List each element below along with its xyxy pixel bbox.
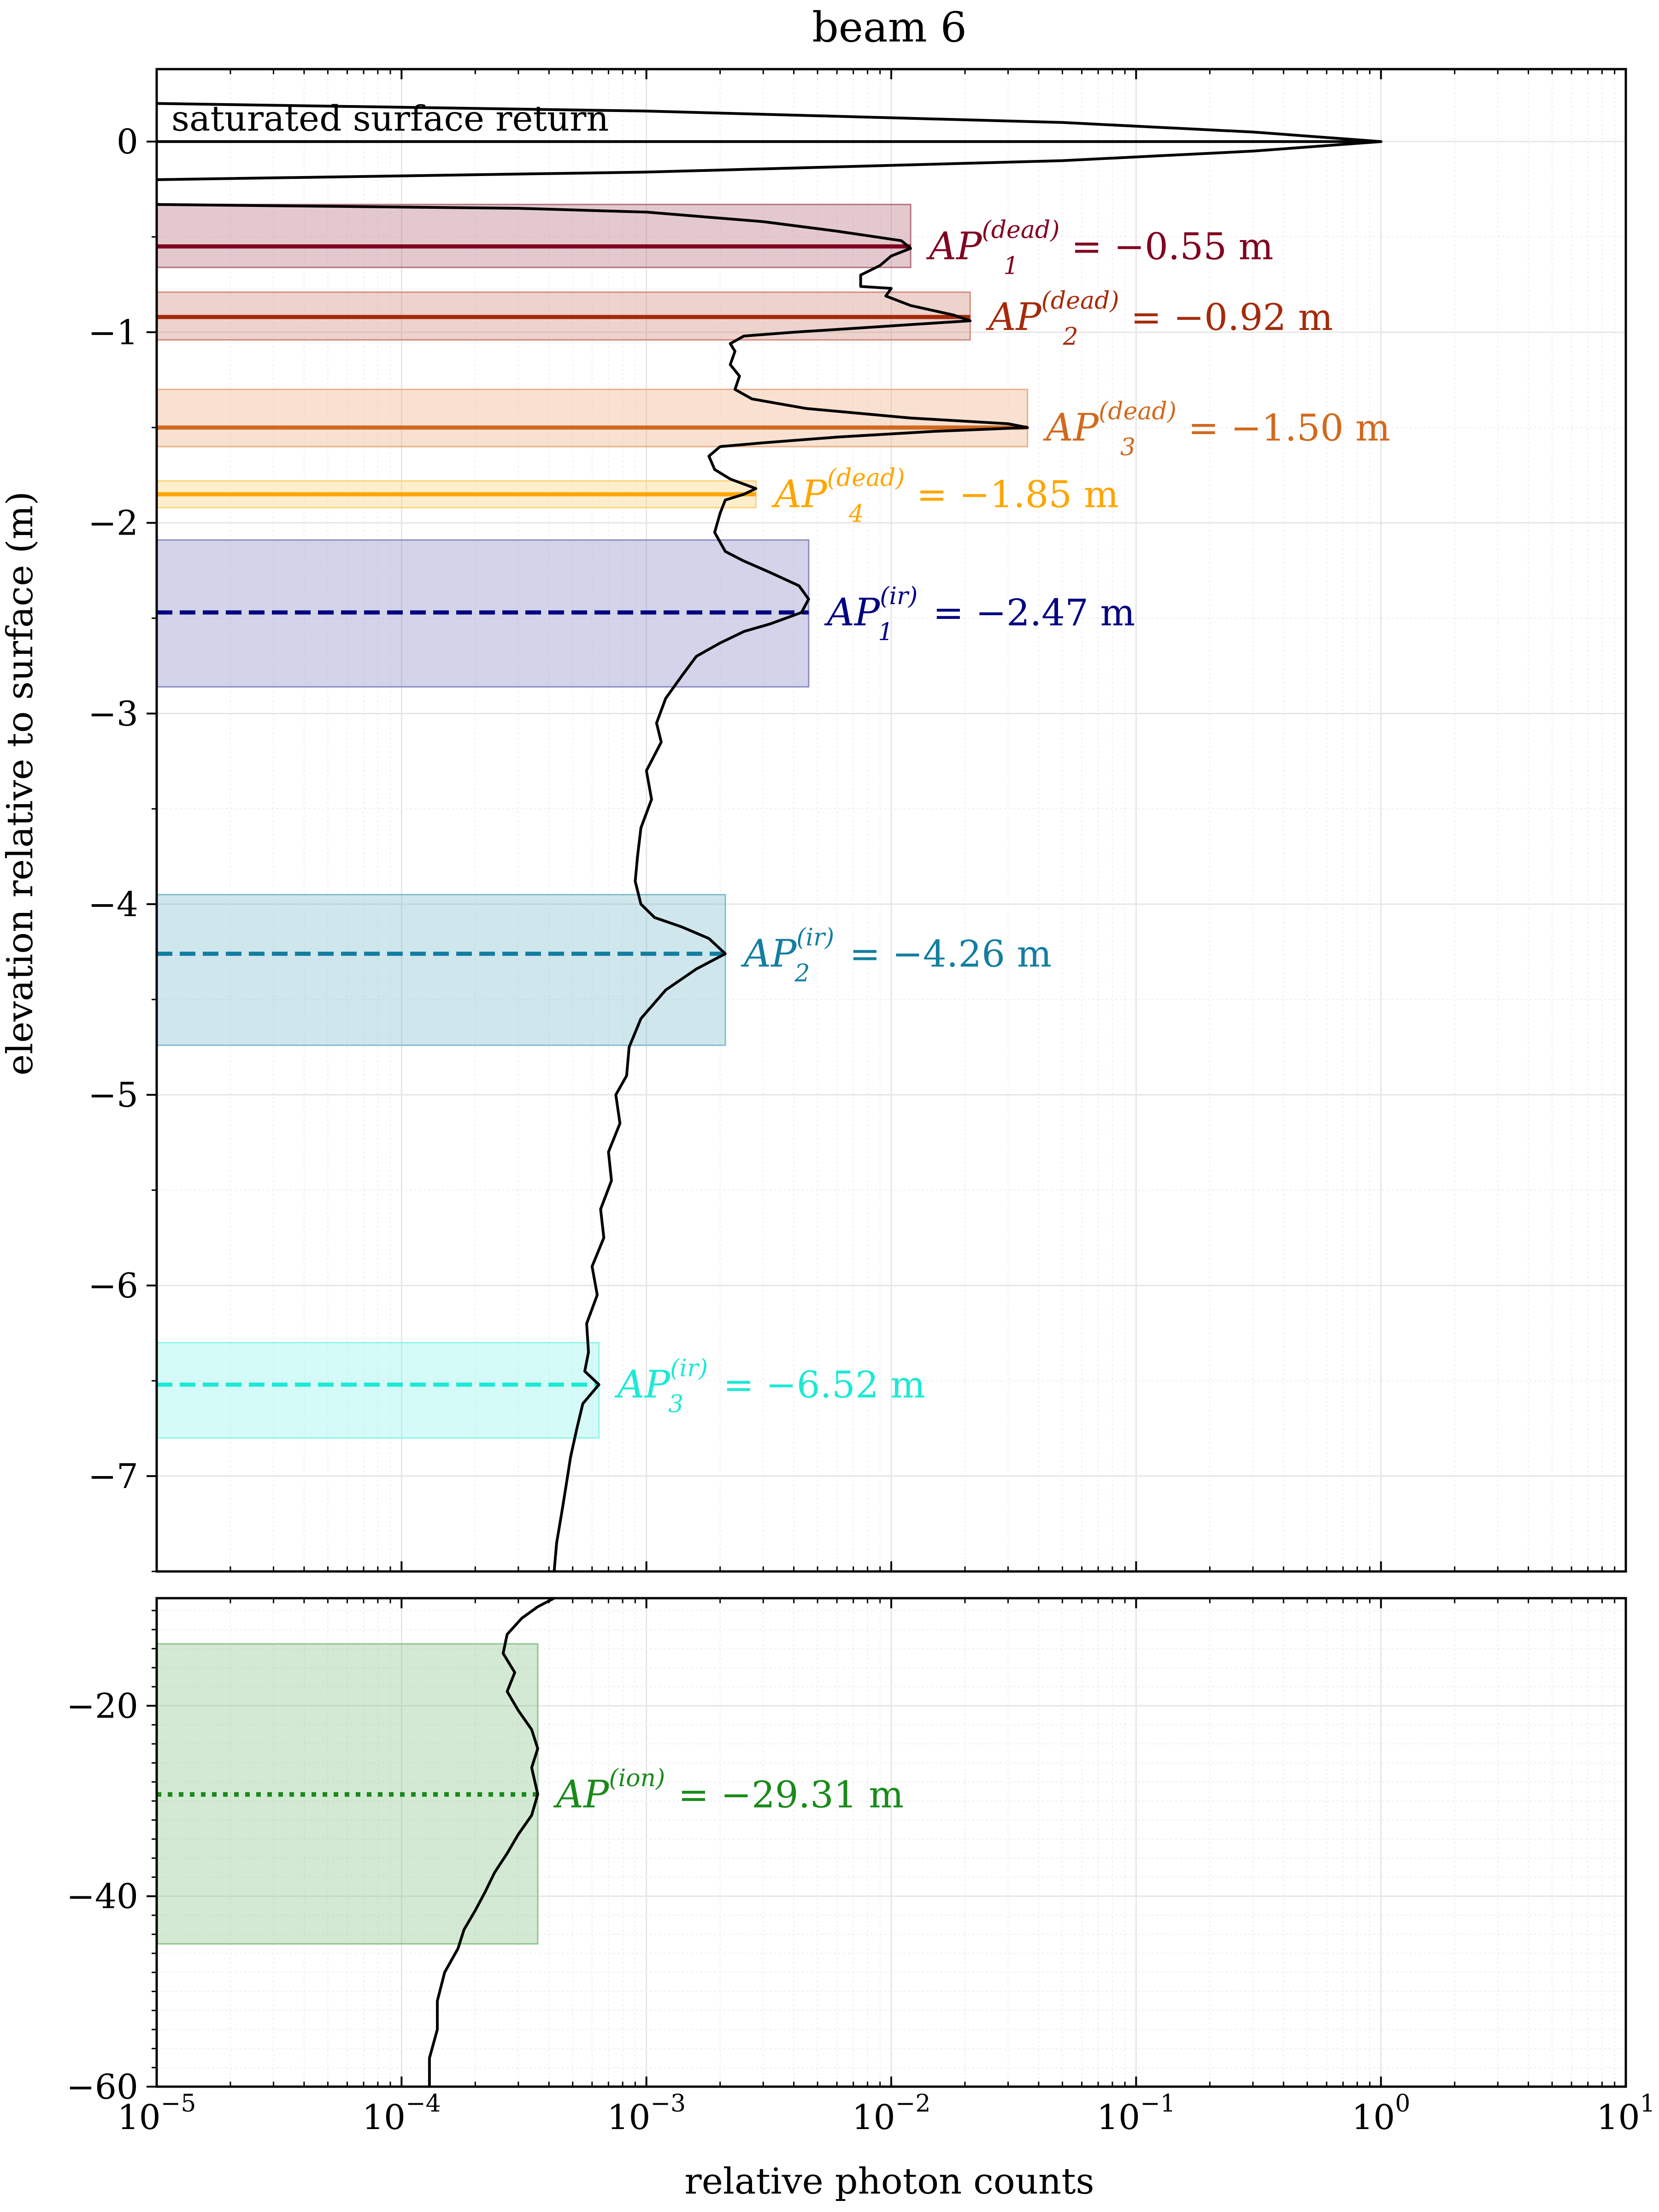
afterpulse-band <box>157 388 1029 447</box>
afterpulse-label-sup: (dead) <box>982 217 1059 244</box>
afterpulse-label-value: = −0.55 m <box>1071 225 1274 268</box>
afterpulse-label: AP(ion) = −29.31 m <box>553 1765 904 1817</box>
x-tick-exponent: 1 <box>1640 2090 1655 2118</box>
afterpulse-group <box>157 1643 539 1945</box>
surface-return-label: saturated surface return <box>171 98 609 139</box>
y-ticks: −20 −40 −60 <box>66 1610 157 2107</box>
x-axis: 10−5 10−4 10−3 10−2 10−1 100 101 <box>118 2090 1655 2137</box>
x-tick-label: 100 <box>1352 2090 1410 2137</box>
profile-group <box>428 1598 555 2087</box>
grid-group <box>157 1598 1626 2087</box>
x-tick-label: 10−1 <box>1097 2090 1176 2137</box>
afterpulse-label-name: AP <box>1043 406 1100 450</box>
chart-title: beam 6 <box>812 3 967 52</box>
x-tick-mantissa: 10 <box>1097 2098 1140 2137</box>
afterpulse-label: AP(dead) 3 = −1.50 m <box>1043 398 1390 461</box>
x-tick-exponent: −2 <box>895 2090 931 2118</box>
afterpulse-label-sub: 3 <box>668 1391 683 1418</box>
y-tick-label: −6 <box>88 1266 138 1306</box>
x-tick-mantissa: 10 <box>1596 2098 1640 2137</box>
x-tick-exponent: 0 <box>1395 2090 1410 2118</box>
grid-group <box>157 69 1626 1571</box>
afterpulse-label-sub: 2 <box>794 960 810 988</box>
x-tick-mantissa: 10 <box>118 2098 161 2137</box>
afterpulse-label: AP(dead) 1 = −0.55 m <box>926 217 1273 280</box>
y-tick-label: 0 <box>117 122 138 162</box>
y-tick-label: −5 <box>88 1076 138 1115</box>
afterpulse-label: AP(ir) 1 = −2.47 m <box>824 582 1135 646</box>
afterpulse-label-name: AP <box>614 1363 671 1407</box>
afterpulse-band <box>157 894 726 1046</box>
x-tick-label: 10−4 <box>362 2090 441 2137</box>
afterpulse-label-name: AP <box>985 295 1042 339</box>
afterpulse-label-value: = −4.26 m <box>849 933 1052 976</box>
afterpulse-label-value: = −2.47 m <box>933 591 1135 634</box>
y-tick-label: −7 <box>88 1457 138 1496</box>
afterpulse-label-sup: (dead) <box>1099 398 1177 425</box>
x-tick-mantissa: 10 <box>362 2098 406 2137</box>
afterpulse-label-sup: (dead) <box>1041 287 1119 315</box>
afterpulse-label-sub: 4 <box>848 500 864 528</box>
y-ticks: 0 −1 −2 −3 −4 −5 −6 −7 <box>88 122 157 1572</box>
afterpulse-band <box>157 204 912 268</box>
x-tick-exponent: −1 <box>1140 2090 1176 2118</box>
afterpulse-label: AP(ir) 3 = −6.52 m <box>614 1355 925 1418</box>
afterpulse-label-value: = −1.85 m <box>917 473 1119 516</box>
y-tick-label: −4 <box>88 885 138 924</box>
x-tick-mantissa: 10 <box>852 2098 895 2137</box>
x-tick-mantissa: 10 <box>607 2098 650 2137</box>
afterpulse-band <box>157 1342 600 1439</box>
y-tick-label: −60 <box>66 2067 138 2107</box>
y-axis-label: elevation relative to surface (m) <box>0 491 41 1076</box>
x-tick-exponent: −4 <box>406 2090 441 2118</box>
afterpulse-label-sup: (ion) <box>609 1765 665 1792</box>
afterpulse-label-name: AP <box>741 932 797 976</box>
afterpulse-label-value: = −6.52 m <box>723 1364 925 1406</box>
afterpulse-label: AP(dead) 4 = −1.85 m <box>771 465 1118 528</box>
panel-frame <box>155 1597 1627 2088</box>
x-tick-exponent: −5 <box>161 2090 196 2118</box>
afterpulse-label-sub: 2 <box>1063 323 1078 351</box>
x-tick-label: 10−2 <box>852 2090 931 2137</box>
x-tick-exponent: −3 <box>650 2090 686 2118</box>
afterpulse-label-name: AP <box>824 591 881 635</box>
x-tick-label: 10−5 <box>118 2090 196 2137</box>
afterpulse-label-sub: 3 <box>1120 434 1135 461</box>
profile-line <box>428 1598 555 2087</box>
x-tick-label: 101 <box>1596 2090 1655 2137</box>
lower-panel: AP(ion) = −29.31 m −20 −40 −60 <box>66 1597 1627 2107</box>
afterpulse-label-value: = −29.31 m <box>678 1773 904 1816</box>
afterpulse-label-sup: (ir) <box>670 1355 708 1382</box>
x-axis-label: relative photon counts <box>684 2161 1094 2202</box>
afterpulse-label-value: = −0.92 m <box>1131 296 1333 339</box>
y-tick-label: −2 <box>88 504 138 543</box>
afterpulse-label-sup: (ir) <box>796 924 834 952</box>
afterpulse-label-value: = −1.50 m <box>1188 406 1390 449</box>
y-tick-label: −20 <box>66 1686 138 1726</box>
y-tick-label: −3 <box>88 694 138 734</box>
afterpulse-label: AP(dead) 2 = −0.92 m <box>985 287 1333 351</box>
afterpulse-label-sub: 1 <box>878 618 893 646</box>
afterpulse-group <box>157 204 1029 1439</box>
profile-group <box>157 102 1382 1571</box>
afterpulse-label: AP(ir) 2 = −4.26 m <box>741 924 1052 988</box>
afterpulse-label-name: AP <box>926 225 982 269</box>
afterpulse-label-name: AP <box>771 473 828 517</box>
afterpulse-label-sub: 1 <box>1003 253 1018 280</box>
surface-return-line <box>157 102 1382 181</box>
x-tick-label: 10−3 <box>607 2090 686 2137</box>
afterpulse-label-sup: (ir) <box>880 582 918 610</box>
y-tick-label: −1 <box>88 313 138 353</box>
x-tick-mantissa: 10 <box>1352 2098 1395 2137</box>
y-tick-label: −40 <box>66 1877 138 1917</box>
afterpulse-label-name: AP <box>553 1773 610 1817</box>
afterpulse-label-sup: (dead) <box>827 465 905 492</box>
profile-line <box>157 203 1029 1571</box>
panel-frame <box>155 68 1627 1573</box>
